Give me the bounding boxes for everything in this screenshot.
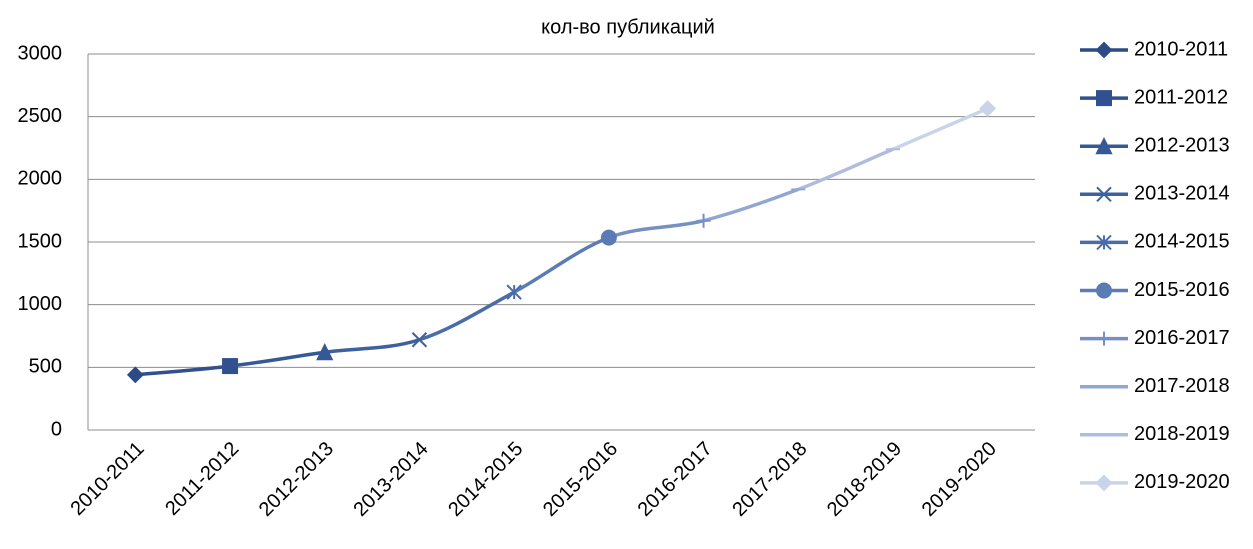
- x-tick-label: 2015-2016: [539, 438, 622, 521]
- legend-label: 2010-2011: [1134, 38, 1228, 60]
- legend-label: 2014-2015: [1134, 231, 1230, 253]
- y-tick-label: 3000: [18, 42, 63, 64]
- x-tick-label: 2018-2019: [823, 438, 906, 521]
- y-tick-label: 1500: [18, 230, 63, 252]
- y-tick-label: 0: [51, 418, 62, 440]
- legend-marker: [1095, 136, 1113, 155]
- y-tick-label: 1000: [18, 293, 63, 315]
- legend-marker: [1096, 186, 1112, 203]
- legend-label: 2017-2018: [1134, 375, 1230, 397]
- legend-label: 2018-2019: [1134, 423, 1230, 445]
- point-marker: [506, 284, 522, 300]
- point-marker: [696, 213, 711, 228]
- point-marker: [126, 366, 144, 384]
- y-tick-label: 2500: [18, 105, 63, 127]
- legend-marker: [1095, 41, 1113, 59]
- line-segment: [513, 235, 610, 294]
- line-segment: [892, 106, 989, 151]
- x-tick-label: 2010-2011: [66, 438, 148, 520]
- line-segment: [703, 187, 799, 223]
- x-tick-label: 2016-2017: [634, 438, 717, 521]
- legend-marker: [1097, 331, 1111, 346]
- legend-label: 2016-2017: [1134, 327, 1230, 349]
- y-tick-label: 500: [29, 356, 62, 378]
- legend-label: 2011-2012: [1134, 86, 1228, 108]
- chart-title: кол-во публикаций: [541, 16, 715, 38]
- legend-marker: [1096, 90, 1112, 107]
- legend-marker: [1095, 474, 1113, 492]
- point-marker: [316, 343, 334, 361]
- point-marker: [600, 229, 617, 246]
- legend-label: 2015-2016: [1134, 279, 1230, 301]
- legend-marker: [1096, 234, 1112, 251]
- x-tick-label: 2012-2013: [255, 438, 338, 521]
- x-tick-label: 2019-2020: [918, 438, 1001, 521]
- line-segment: [418, 290, 515, 342]
- line-segment: [229, 350, 325, 368]
- line-segment: [797, 147, 894, 191]
- x-tick-label: 2011-2012: [161, 438, 243, 520]
- x-tick-label: 2013-2014: [350, 438, 433, 521]
- point-marker: [411, 332, 428, 348]
- line-segment: [324, 338, 420, 355]
- point-marker: [222, 358, 239, 375]
- x-tick-label: 2017-2018: [728, 438, 811, 521]
- line-segment: [608, 218, 704, 240]
- legend-label: 2013-2014: [1134, 183, 1230, 205]
- point-marker: [979, 100, 997, 117]
- x-tick-label: 2014-2015: [444, 438, 527, 521]
- legend-label: 2019-2020: [1134, 471, 1230, 493]
- y-tick-label: 2000: [18, 168, 63, 190]
- legend-label: 2012-2013: [1134, 134, 1230, 156]
- legend-marker: [1096, 282, 1112, 299]
